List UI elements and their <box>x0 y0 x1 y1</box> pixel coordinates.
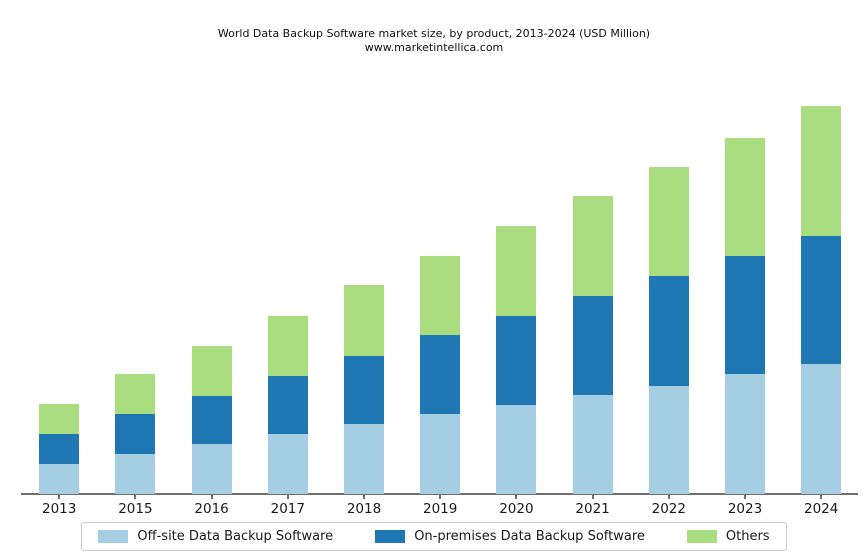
legend-label: Off-site Data Backup Software <box>137 529 334 544</box>
bar-2016 <box>191 346 232 494</box>
x-axis-labels: 2013 2015 2016 2017 2018 2019 2020 2021 2022 2023… <box>21 501 858 521</box>
bar-segment-2024 <box>801 364 842 494</box>
bar-segment-2018 <box>344 285 384 356</box>
bar-2020 <box>496 226 537 494</box>
x-axis-tick <box>744 495 746 499</box>
x-axis-label-2022: 2022 <box>651 501 686 517</box>
bar-segment-2023 <box>725 374 765 494</box>
bar-segment-2018 <box>344 356 384 424</box>
bar-segment-2023 <box>725 256 765 374</box>
bar-2021 <box>572 196 613 494</box>
legend-item: On-premises Data Backup Software <box>375 529 645 544</box>
bar-2019 <box>420 256 461 494</box>
legend: Off-site Data Backup Software On-premises… <box>0 522 868 551</box>
legend-item: Off-site Data Backup Software <box>98 529 333 544</box>
legend-swatch-icon <box>686 530 717 543</box>
bar-segment-2015 <box>115 414 156 454</box>
bar-segment-2022 <box>648 167 689 276</box>
bar-2022 <box>648 167 689 494</box>
bar-2015 <box>115 374 156 494</box>
bar-segment-2020 <box>496 226 537 316</box>
bar-segment-2013 <box>39 404 80 434</box>
x-axis-tick <box>134 495 137 499</box>
bar-segment-2017 <box>267 434 308 494</box>
chart-title: World Data Backup Software market size, … <box>217 27 651 40</box>
x-axis-line <box>21 493 858 495</box>
x-axis-label-2024: 2024 <box>804 501 839 517</box>
x-axis-tick <box>58 495 61 499</box>
x-axis-tick <box>820 495 823 499</box>
bar-segment-2022 <box>648 276 689 386</box>
x-axis-label-2016: 2016 <box>194 501 229 517</box>
bar-segment-2021 <box>572 395 613 494</box>
bar-segment-2017 <box>267 316 308 376</box>
x-axis-tick <box>439 495 442 499</box>
legend-box: Off-site Data Backup Software On-premises… <box>81 522 787 551</box>
plot-area <box>21 104 858 499</box>
x-axis-tick <box>210 495 213 499</box>
chart-subtitle: www.marketintellica.com <box>364 41 504 54</box>
bar-segment-2013 <box>39 434 80 464</box>
x-axis-tick <box>591 495 594 499</box>
bar-segment-2020 <box>496 316 537 405</box>
bar-2017 <box>267 316 308 494</box>
bar-segment-2015 <box>115 374 156 414</box>
bar-segment-2024 <box>801 236 842 364</box>
bar-segment-2016 <box>191 396 232 444</box>
x-axis-tick <box>515 495 518 499</box>
bar-segment-2022 <box>648 386 689 494</box>
bar-segment-2016 <box>191 444 232 494</box>
bar-2023 <box>725 138 765 494</box>
x-axis-label-2017: 2017 <box>270 501 305 517</box>
bar-segment-2024 <box>801 106 842 236</box>
x-axis-label-2020: 2020 <box>499 501 534 517</box>
bar-segment-2019 <box>420 335 461 414</box>
x-axis-label-2021: 2021 <box>575 501 610 517</box>
x-axis-label-2015: 2015 <box>118 501 153 517</box>
bar-segment-2013 <box>39 464 80 494</box>
x-axis-tick <box>363 495 365 499</box>
x-axis-label-2013: 2013 <box>42 501 77 517</box>
x-axis-label-2023: 2023 <box>727 501 763 517</box>
bar-segment-2020 <box>496 405 537 494</box>
bar-segment-2015 <box>115 454 156 494</box>
x-axis-tick <box>286 495 289 499</box>
legend-item: Others <box>686 529 770 544</box>
bar-segment-2016 <box>191 346 232 396</box>
bar-segment-2019 <box>420 414 461 494</box>
bar-segment-2019 <box>420 256 461 335</box>
legend-label: On-premises Data Backup Software <box>414 529 645 544</box>
bar-segment-2021 <box>572 296 613 395</box>
bar-2013 <box>39 404 80 494</box>
legend-swatch-icon <box>98 530 129 543</box>
bar-segment-2023 <box>725 138 765 256</box>
x-axis-label-2018: 2018 <box>346 501 382 517</box>
legend-swatch-icon <box>375 530 406 543</box>
bar-segment-2017 <box>267 376 308 434</box>
legend-label: Others <box>725 529 770 544</box>
bar-2018 <box>344 285 384 494</box>
chart-title-block: World Data Backup Software market size, … <box>0 27 868 55</box>
x-axis-tick <box>667 495 670 499</box>
bar-segment-2021 <box>572 196 613 296</box>
x-axis-label-2019: 2019 <box>423 501 458 517</box>
bar-segment-2018 <box>344 424 384 494</box>
bar-2024 <box>801 106 842 494</box>
